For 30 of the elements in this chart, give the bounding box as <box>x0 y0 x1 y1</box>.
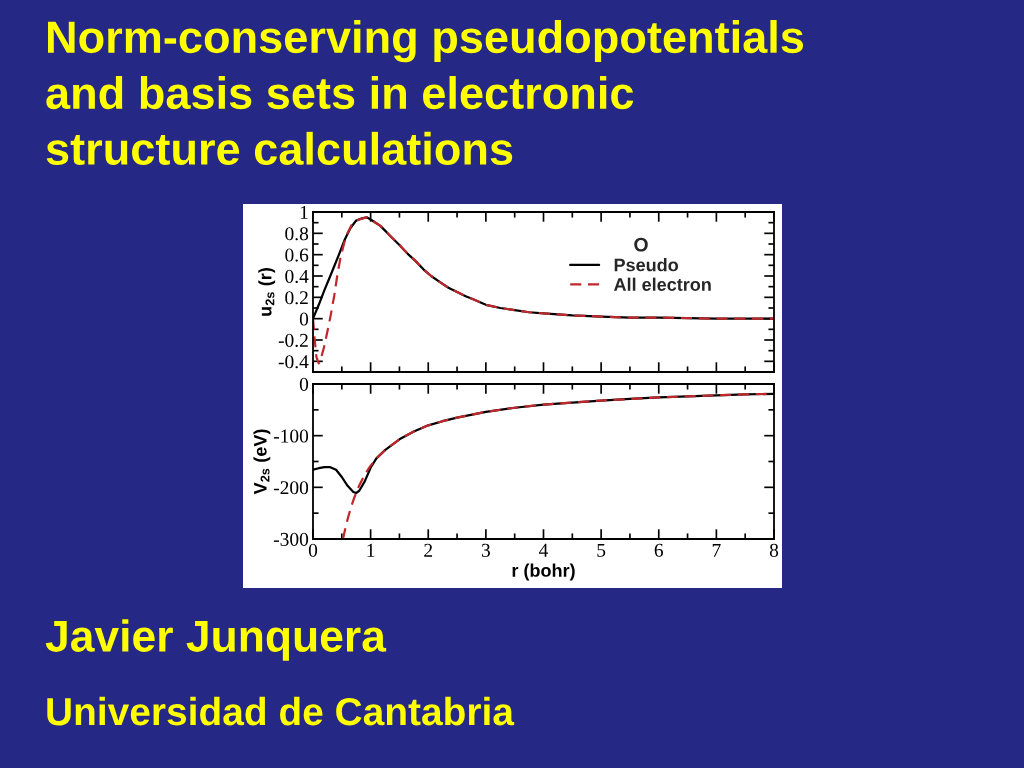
text: Javier Junquera <box>45 619 387 661</box>
y-tick-label: -200 <box>273 481 309 495</box>
y-tick-label: -100 <box>273 429 309 443</box>
y-tick-label: -300 <box>273 532 309 546</box>
x-tick-label: 4 <box>539 543 549 557</box>
y-axis-title: u$_{2s}$ (r) <box>258 268 276 316</box>
x-tick-label: 6 <box>654 543 664 557</box>
y-tick-label: 0 <box>299 312 309 326</box>
x-axis-title: r (bohr) <box>512 563 575 581</box>
y-tick-label: 0.4 <box>285 269 309 284</box>
y-tick-label: 0.2 <box>285 291 308 305</box>
y-tick-label: 0 <box>299 377 309 391</box>
x-tick-label: 3 <box>481 543 490 557</box>
legend-label: All electron <box>613 277 711 291</box>
y-axis-title: V$_{2s}$ (eV) <box>253 429 271 495</box>
x-tick-label: 1 <box>367 543 375 557</box>
y-tick-label: -0.4 <box>278 355 309 369</box>
chart-title: Norm-conserving pseudopotentials and basis sets in electronic structure calculations <box>46 20 804 165</box>
x-tick-label: 8 <box>769 543 779 557</box>
y-tick-label: 0.8 <box>285 227 309 241</box>
y-tick-label: 1 <box>300 205 308 219</box>
legend-label: Pseudo <box>614 258 679 272</box>
legend-title: O <box>634 237 648 252</box>
x-tick-label: 7 <box>712 543 721 557</box>
x-tick-label: 5 <box>597 543 606 557</box>
y-tick-label: 0.6 <box>285 248 309 262</box>
x-tick-label: 0 <box>308 543 318 557</box>
x-tick-label: 2 <box>424 543 433 557</box>
text: Universidad de Cantabria <box>47 696 515 726</box>
y-tick-label: -0.2 <box>278 333 308 348</box>
